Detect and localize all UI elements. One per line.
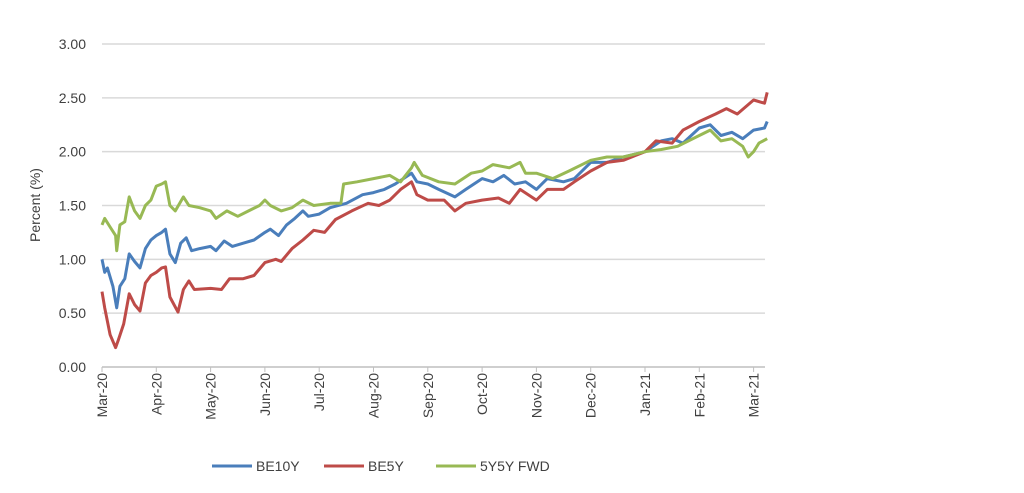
x-tick-label: Mar-21 bbox=[746, 373, 762, 418]
y-axis-title: Percent (%) bbox=[27, 168, 43, 242]
x-tick-label: Sep-20 bbox=[420, 373, 436, 418]
y-tick-label: 1.50 bbox=[59, 198, 86, 214]
y-tick-label: 2.50 bbox=[59, 90, 86, 106]
x-tick-label: Apr-20 bbox=[148, 373, 164, 415]
y-tick-label: 0.50 bbox=[59, 305, 86, 321]
x-tick-label: Mar-20 bbox=[94, 373, 110, 418]
x-tick-label: Dec-20 bbox=[583, 373, 599, 418]
series-line-5y5y-fwd bbox=[100, 128, 768, 253]
series-line-be5y bbox=[100, 92, 769, 350]
x-tick-label: May-20 bbox=[203, 373, 219, 420]
x-tick-label: Feb-21 bbox=[691, 373, 707, 418]
legend-label: BE5Y bbox=[368, 458, 404, 474]
x-tick-label: Nov-20 bbox=[528, 373, 544, 418]
y-tick-label: 3.00 bbox=[59, 36, 86, 52]
x-tick-label: Jun-20 bbox=[257, 373, 273, 416]
legend-label: BE10Y bbox=[256, 458, 300, 474]
x-tick-label: Jul-20 bbox=[311, 373, 327, 411]
legend-label: 5Y5Y FWD bbox=[480, 458, 550, 474]
x-tick-label: Jan-21 bbox=[637, 373, 653, 416]
y-tick-label: 1.00 bbox=[59, 251, 86, 267]
y-tick-label: 2.00 bbox=[59, 144, 86, 160]
x-tick-label: Oct-20 bbox=[474, 373, 490, 415]
y-tick-label: 0.00 bbox=[59, 359, 86, 375]
x-tick-label: Aug-20 bbox=[366, 373, 382, 418]
